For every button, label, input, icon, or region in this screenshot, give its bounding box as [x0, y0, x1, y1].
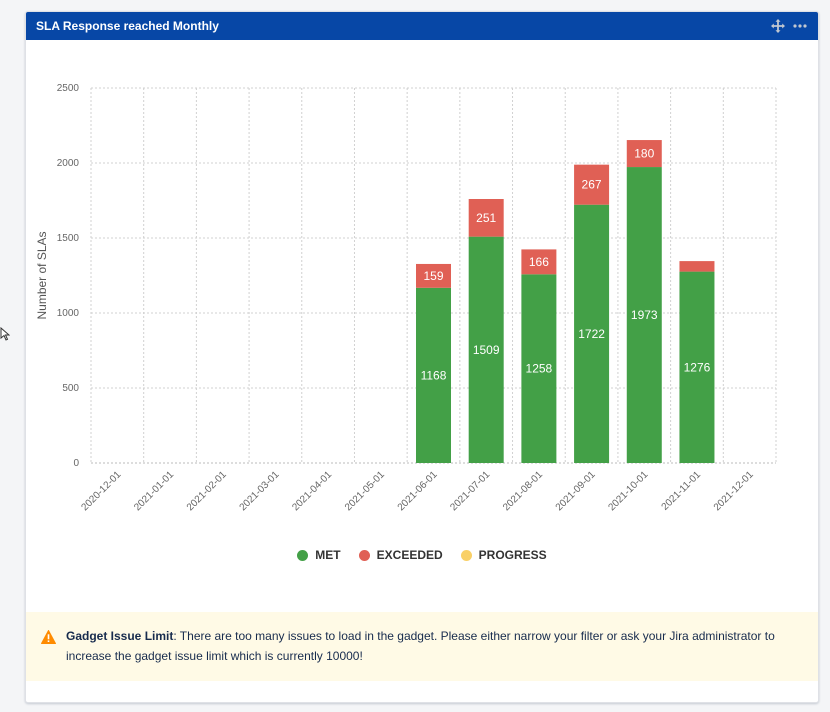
x-tick-label: 2021-02-01 [185, 469, 229, 513]
y-axis-label: Number of SLAs [35, 231, 49, 319]
issue-limit-warning: Gadget Issue Limit: There are too many i… [26, 612, 818, 681]
legend-item-progress[interactable]: PROGRESS [460, 548, 547, 562]
x-tick-label: 2021-03-01 [238, 469, 282, 513]
bar-value-label: 1509 [473, 343, 500, 357]
gadget-title: SLA Response reached Monthly [36, 19, 219, 33]
x-tick-label: 2021-09-01 [554, 469, 598, 513]
bar-value-label: 1168 [421, 368, 447, 382]
bar-met [574, 204, 610, 463]
legend-dot-icon [460, 549, 472, 561]
warning-text: : There are too many issues to load in t… [66, 629, 775, 663]
move-icon[interactable] [770, 18, 786, 34]
warning-title: Gadget Issue Limit [66, 629, 174, 643]
bar-exceeded [521, 249, 557, 275]
y-tick-label: 0 [73, 458, 79, 469]
bar-met [626, 167, 662, 464]
bar-value-label: 159 [423, 269, 443, 283]
bar-exceeded [574, 164, 610, 205]
x-tick-label: 2021-10-01 [606, 469, 650, 513]
legend-label: PROGRESS [478, 548, 547, 562]
x-tick-label: 2021-07-01 [448, 469, 492, 513]
x-tick-label: 2021-11-01 [660, 469, 704, 513]
bar-met [468, 236, 504, 463]
legend-label: MET [315, 548, 341, 562]
x-tick-label: 2021-06-01 [396, 469, 440, 513]
gadget-header: SLA Response reached Monthly [26, 12, 818, 40]
y-tick-label: 2000 [57, 158, 80, 169]
bar-value-label: 180 [634, 147, 654, 161]
x-tick-label: 2021-04-01 [290, 469, 334, 513]
x-tick-label: 2021-01-01 [132, 469, 176, 513]
bar-met [521, 274, 557, 463]
legend-dot-icon [358, 549, 370, 561]
bar-exceeded [416, 263, 451, 288]
bar-value-label: 1722 [578, 327, 605, 341]
bar-value-label: 1276 [684, 360, 711, 374]
legend-dot-icon [297, 549, 309, 561]
bar-exceeded [626, 140, 662, 168]
bar-value-label: 267 [582, 178, 602, 192]
y-tick-label: 2500 [57, 83, 80, 94]
bar-exceeded [679, 261, 715, 272]
bar-value-label: 1973 [631, 308, 658, 322]
sla-gadget: SLA Response reached Monthly 0 500 1000 150… [25, 11, 819, 703]
bar-exceeded [468, 199, 504, 237]
bar-value-label: 166 [529, 255, 549, 269]
y-tick-label: 1500 [57, 233, 80, 244]
x-tick-label: 2021-08-01 [501, 469, 545, 513]
warning-icon [41, 630, 56, 644]
x-tick-label: 2020-12-01 [80, 469, 124, 513]
mouse-cursor-icon [0, 327, 10, 341]
y-tick-label: 1000 [57, 308, 80, 319]
chart-legend: MET EXCEEDED PROGRESS [26, 548, 818, 562]
x-tick-label: 2021-12-01 [712, 469, 756, 513]
bar-value-label: 1258 [526, 362, 553, 376]
y-tick-label: 500 [62, 383, 79, 394]
bar-value-label: 251 [476, 211, 496, 225]
legend-item-exceeded[interactable]: EXCEEDED [358, 548, 443, 562]
x-tick-label: 2021-05-01 [343, 469, 387, 513]
bar-met [416, 287, 451, 463]
more-icon[interactable] [792, 18, 808, 34]
legend-label: EXCEEDED [376, 548, 443, 562]
bar-met [679, 271, 715, 463]
sla-stacked-bar-chart: 0 500 1000 1500 2000 2500 Number of SLAs 2020-1… [35, 83, 777, 513]
legend-item-met[interactable]: MET [297, 548, 341, 562]
